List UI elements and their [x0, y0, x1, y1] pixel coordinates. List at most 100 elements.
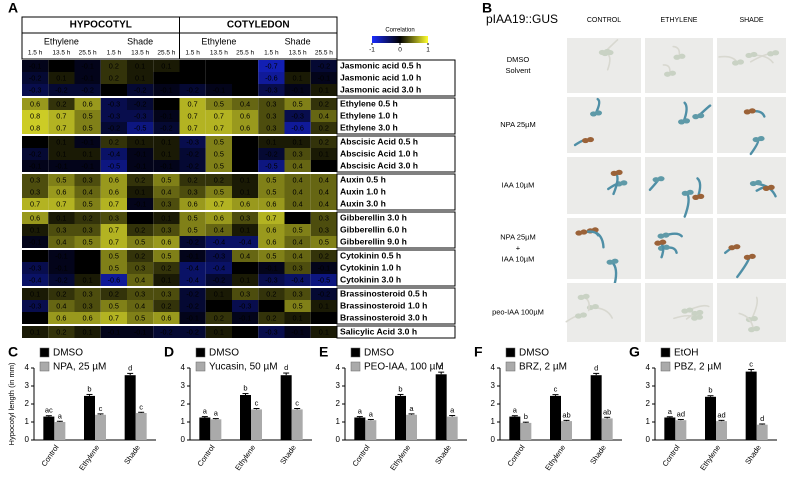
cotyledon: [595, 110, 603, 116]
heatmap-cell: [127, 84, 154, 96]
cell-value: 0: [243, 327, 247, 336]
cell-value: 0.5: [293, 301, 303, 310]
heatmap-cell: [205, 326, 232, 338]
heatmap-cell: [205, 84, 232, 96]
cell-value: 0.2: [56, 289, 66, 298]
cell-value: 0.5: [109, 251, 119, 260]
heatmap-cell: [232, 174, 259, 186]
heatmap-cell: [48, 212, 75, 224]
heatmap-cell: [74, 160, 101, 172]
cotyledon: [620, 180, 628, 186]
cotyledon: [669, 70, 677, 76]
cotyledon: [611, 258, 619, 264]
row-group-box: [336, 287, 456, 325]
heatmap-cell: [100, 136, 127, 148]
heatmap-cell: [74, 274, 101, 286]
cell-value: 0.1: [135, 137, 145, 146]
heatmap-cell: [310, 250, 337, 262]
heatmap-cell: [232, 186, 259, 198]
cell-value: 0.3: [240, 213, 250, 222]
cotyledon: [662, 232, 670, 238]
cell-value: -0.3: [213, 251, 226, 260]
heatmap-cell: [127, 174, 154, 186]
heatmap-cell: [100, 160, 127, 172]
y-tick-label: 0: [336, 435, 341, 444]
cell-value: 0.4: [293, 251, 303, 260]
y-tick-label: 1: [646, 417, 651, 426]
cell-value: -0.2: [29, 149, 42, 158]
cell-value: 0.7: [56, 199, 66, 208]
heatmap-cell: [127, 136, 154, 148]
significance-letter: c: [749, 359, 753, 368]
heatmap-cell: [232, 72, 259, 84]
heatmap-cell: [127, 312, 154, 324]
cell-value: 0: [217, 73, 221, 82]
heatmap-cell: [284, 262, 311, 274]
significance-letter: b: [524, 412, 528, 421]
heatmap-cell: [232, 300, 259, 312]
legend-swatch: [350, 361, 361, 372]
cell-value: -0.3: [29, 85, 42, 94]
cell-value: -0.2: [186, 301, 199, 310]
heatmap-cell: [232, 84, 259, 96]
cell-value: 0.2: [319, 251, 329, 260]
significance-letter: c: [139, 402, 143, 411]
heatmap-cell: [179, 250, 206, 262]
heatmap-cell: [48, 198, 75, 210]
heatmap-cell: [153, 186, 180, 198]
heatmap-cell: [100, 212, 127, 224]
heatmap-cell: [127, 262, 154, 274]
heatmap-cell: [48, 110, 75, 122]
heatmap-cell: [258, 174, 285, 186]
heatmap-cell: [100, 236, 127, 248]
cell-value: 0.7: [188, 111, 198, 120]
heatmap-cell: [179, 186, 206, 198]
heatmap-cell: [127, 250, 154, 262]
bar: [675, 420, 687, 440]
y-tick-label: 1: [336, 417, 341, 426]
heatmap-cell: [48, 274, 75, 286]
cell-value: 0.5: [266, 251, 276, 260]
row-label: IAA 10µM: [502, 254, 535, 263]
panel-label: D: [164, 344, 174, 360]
significance-letter: c: [99, 404, 103, 413]
heatmap-cell: [48, 60, 75, 72]
heatmap-cell: [48, 160, 75, 172]
heatmap-cell: [22, 212, 49, 224]
cell-value: 0.6: [83, 99, 93, 108]
cell-value: 0.1: [30, 225, 40, 234]
cell-value: 0.7: [214, 123, 224, 132]
heatmap-cell: [179, 312, 206, 324]
significance-letter: a: [409, 404, 414, 413]
y-tick-label: 4: [181, 363, 186, 372]
time-label: 25.5 h: [157, 50, 175, 57]
cell-value: -0.2: [160, 327, 173, 336]
heatmap-cell: [205, 186, 232, 198]
cotyledon: [748, 108, 756, 114]
cotyledon: [757, 135, 765, 142]
row-label: Abscisic Acid 3.0 h: [340, 160, 418, 170]
cell-value: 0.6: [109, 175, 119, 184]
heatmap-cell: [310, 60, 337, 72]
cell-value: 0: [112, 85, 116, 94]
x-tick-label: Shade: [588, 443, 608, 466]
row-label: Abscisic Acid 1.0 h: [340, 148, 418, 158]
cell-value: 0.1: [30, 327, 40, 336]
cotyledon: [579, 312, 587, 318]
cell-value: 0.5: [135, 237, 145, 246]
y-tick-label: 0: [181, 435, 186, 444]
cell-value: -0.4: [186, 275, 199, 284]
cell-value: -0.3: [265, 85, 278, 94]
cell-value: -0.5: [265, 161, 278, 170]
seedling-photo: [717, 283, 786, 342]
row-group-box: [336, 325, 456, 339]
legend-label: DMSO: [519, 348, 549, 359]
legend-label: NPA, 25 µM: [53, 362, 106, 373]
cell-value: 0.6: [214, 213, 224, 222]
legend-swatch: [39, 361, 50, 372]
seedling-photo: [645, 218, 713, 279]
heatmap-cell: [127, 224, 154, 236]
cell-value: -0.1: [213, 85, 226, 94]
y-tick-label: 4: [25, 363, 30, 372]
cell-value: -0.2: [55, 85, 68, 94]
